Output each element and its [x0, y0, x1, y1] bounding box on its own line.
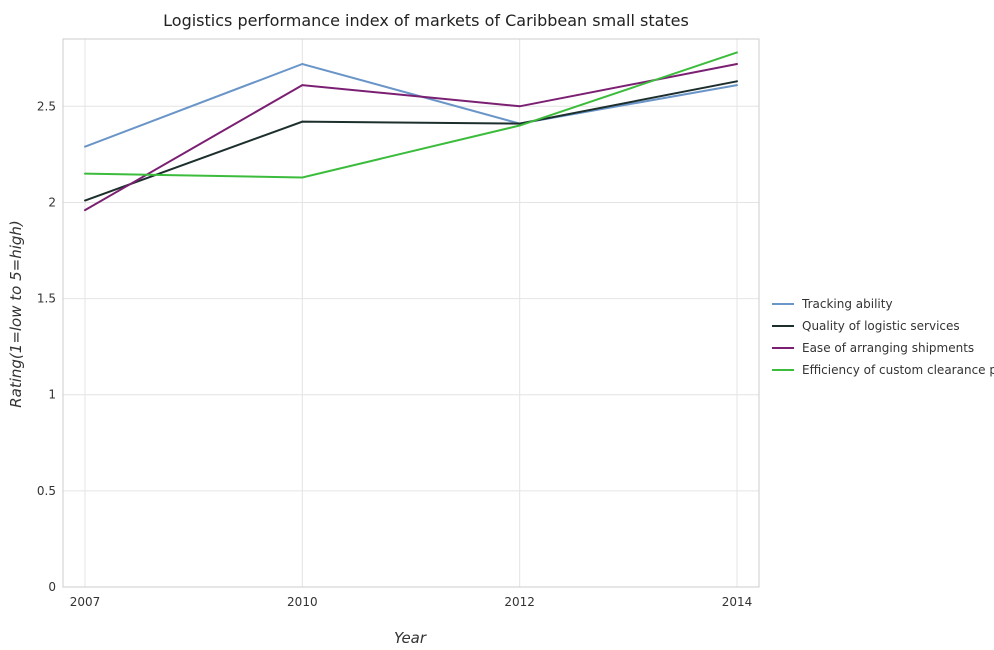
- series-line: [84, 51, 738, 179]
- y-tick-label: 0.5: [37, 484, 56, 498]
- data-point: [301, 62, 304, 65]
- grid-lines: [63, 39, 759, 588]
- series-line: [84, 63, 738, 211]
- legend-label: Ease of arranging shipments: [802, 341, 974, 355]
- data-point: [84, 209, 86, 212]
- legend-label: Tracking ability: [801, 297, 893, 311]
- data-point: [518, 105, 521, 108]
- x-axis-ticks: 2007 2010 2012 2014: [70, 595, 753, 609]
- y-tick-label: 1.5: [37, 292, 56, 306]
- y-tick-label: 2: [48, 195, 56, 209]
- plot-area: [62, 38, 760, 588]
- y-axis-label: Rating(1=low to 5=high): [7, 220, 25, 408]
- data-point: [84, 145, 86, 148]
- data-point: [84, 199, 86, 202]
- legend: Tracking ability Quality of logistic serv…: [772, 297, 994, 377]
- y-axis-ticks: 0 0.5 1 1.5 2 2.5: [37, 99, 56, 594]
- data-point: [736, 84, 738, 87]
- chart-title: Logistics performance index of markets o…: [163, 11, 689, 30]
- x-axis-label: Year: [394, 629, 427, 647]
- legend-label: Efficiency of custom clearance process: [802, 363, 994, 377]
- x-tick-label: 2007: [70, 595, 101, 609]
- data-point: [518, 122, 521, 125]
- data-point: [301, 176, 304, 179]
- data-point: [736, 80, 738, 83]
- data-point: [736, 51, 738, 54]
- series-lines: [84, 51, 738, 212]
- data-point: [84, 172, 86, 175]
- data-point: [518, 124, 521, 127]
- x-tick-label: 2012: [504, 595, 535, 609]
- series-line: [84, 80, 738, 202]
- data-point: [736, 62, 738, 65]
- x-tick-label: 2014: [722, 595, 753, 609]
- series-line: [84, 62, 738, 148]
- x-tick-label: 2010: [287, 595, 318, 609]
- data-point: [301, 84, 304, 87]
- y-tick-label: 0: [48, 580, 56, 594]
- data-point: [301, 120, 304, 123]
- y-tick-label: 2.5: [37, 99, 56, 113]
- legend-label: Quality of logistic services: [802, 319, 960, 333]
- y-tick-label: 1: [48, 388, 56, 402]
